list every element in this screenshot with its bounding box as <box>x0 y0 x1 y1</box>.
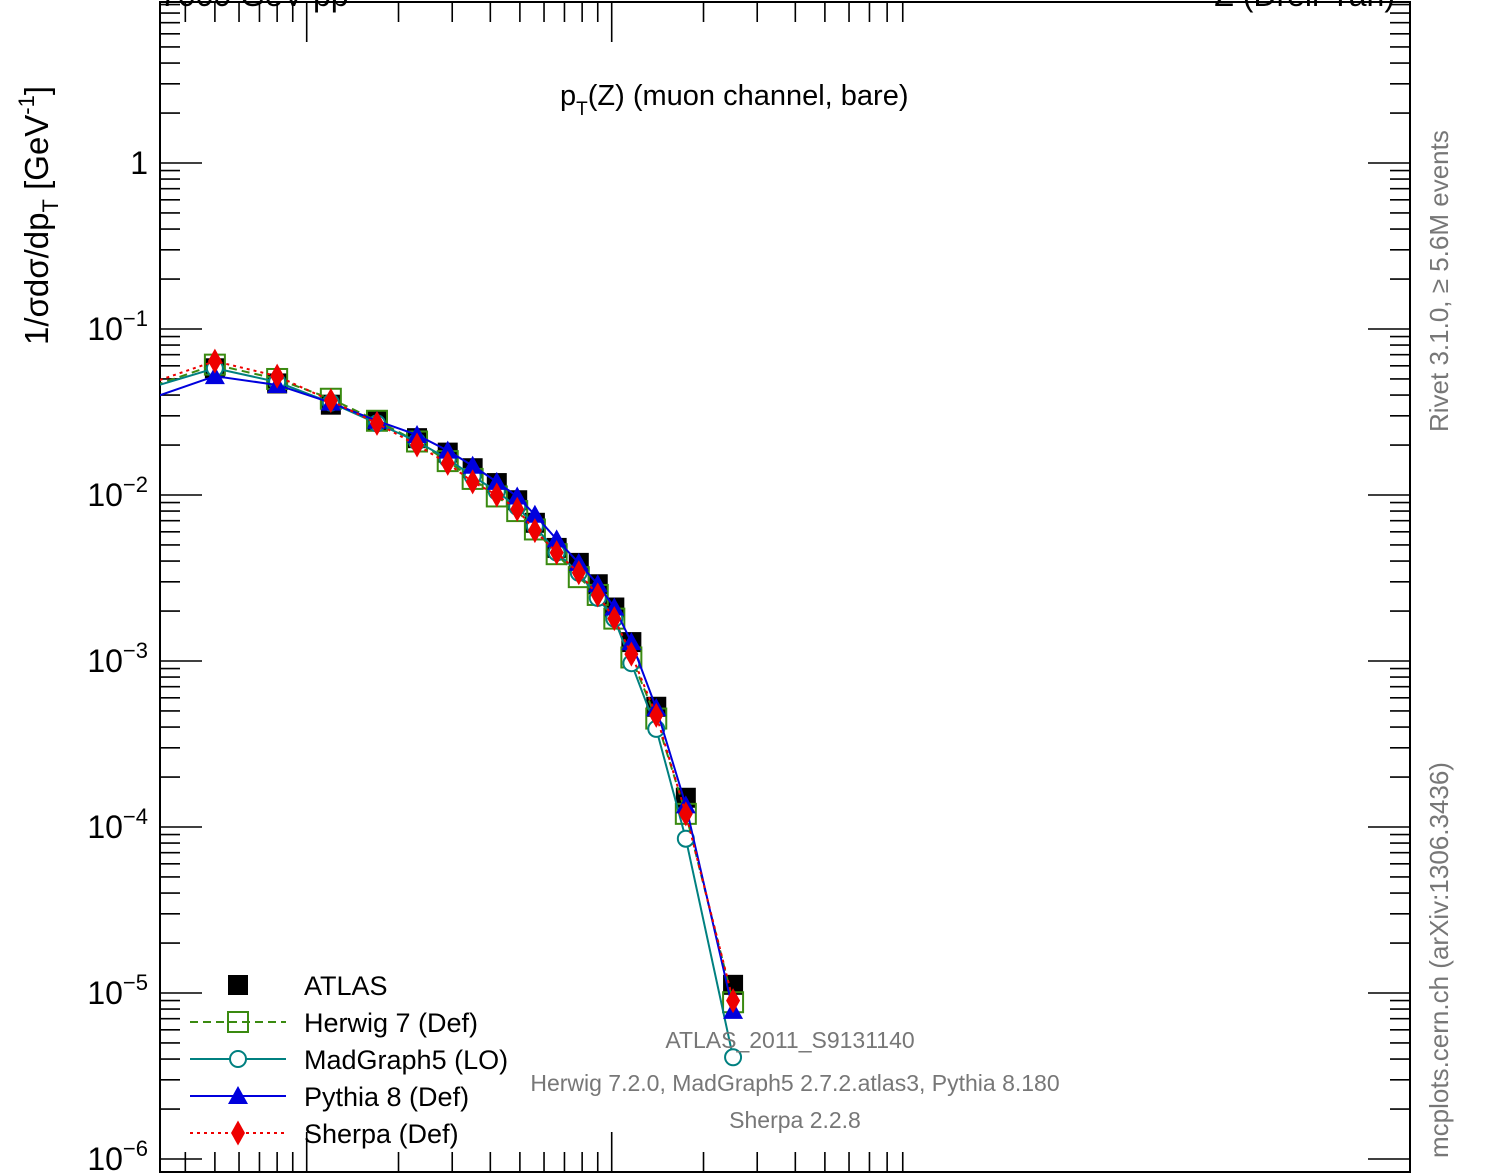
data-point <box>369 410 384 436</box>
legend-marker <box>228 1086 248 1104</box>
chart-title: pT(Z) (muon channel, bare) <box>560 80 909 120</box>
y-axis-label-close: ] <box>18 86 55 95</box>
data-point <box>510 496 525 522</box>
data-point <box>527 518 542 544</box>
data-point <box>410 432 425 458</box>
series-1 <box>84 353 745 1014</box>
legend-marker <box>231 1120 245 1146</box>
legend-item: Pythia 8 (Def) <box>190 1082 469 1112</box>
chart-title-rest: (Z) (muon channel, bare) <box>588 80 909 112</box>
y-axis-label-sup: -1 <box>14 95 39 115</box>
y-axis-label: 1/σdσ/dpT [GeV-1] <box>14 86 63 345</box>
data-point <box>724 1048 743 1067</box>
data-point <box>524 504 545 523</box>
legend-marker <box>227 1011 249 1033</box>
data-point <box>489 482 504 508</box>
y-tick-label: 10−1 <box>87 306 148 347</box>
legend-item: Herwig 7 (Def) <box>190 1008 478 1038</box>
data-point <box>462 455 483 474</box>
footer-generators-line2: Sherpa 2.2.8 <box>729 1107 861 1133</box>
data-point <box>507 486 528 505</box>
y-tick-label: 10−6 <box>87 1136 148 1175</box>
axis-ticks <box>160 2 1410 1172</box>
rivet-label: Rivet 3.1.0, ≥ 5.6M events <box>1424 130 1454 432</box>
plot-frame <box>159 1 1411 1173</box>
data-point <box>84 397 104 417</box>
legend-item: MadGraph5 (LO) <box>190 1045 508 1075</box>
data-point <box>87 390 101 415</box>
data-point <box>678 801 693 827</box>
y-axis-label-unit: [GeV <box>18 115 55 199</box>
data-point <box>323 388 338 414</box>
data-point <box>207 348 222 374</box>
data-point <box>486 471 507 490</box>
footer-generators-line1: Herwig 7.2.0, MadGraph5 2.7.2.atlas3, Py… <box>530 1070 1059 1096</box>
series-layer <box>84 348 745 1067</box>
y-tick-label: 10−2 <box>87 472 148 513</box>
legend-item: ATLAS <box>228 971 388 1001</box>
y-tick-labels: 1 10−1 10−2 10−3 10−4 10−5 10−6 <box>87 145 148 1175</box>
data-point <box>437 440 458 459</box>
data-point <box>571 560 586 586</box>
legend-item: Sherpa (Def) <box>190 1119 459 1149</box>
header-left: 7000 GeV pp <box>160 0 349 13</box>
data-point <box>549 540 564 566</box>
series-3 <box>84 366 744 1019</box>
legend-label: Herwig 7 (Def) <box>304 1008 478 1038</box>
series-line <box>160 367 735 1058</box>
chart-title-main: p <box>560 80 576 112</box>
data-point <box>546 529 567 548</box>
data-point <box>465 469 480 495</box>
y-tick-label: 10−3 <box>87 638 148 679</box>
data-point <box>86 397 102 413</box>
header-right: Z (Drell-Yan) <box>1214 0 1395 13</box>
data-point <box>607 606 622 632</box>
y-tick-label: 10−4 <box>87 804 148 845</box>
data-point <box>726 988 741 1014</box>
data-point <box>84 408 104 426</box>
data-point <box>84 397 104 417</box>
data-point <box>649 702 664 728</box>
y-axis-label-sub: T <box>38 199 63 212</box>
legend-label: Pythia 8 (Def) <box>304 1082 469 1112</box>
footer-analysis: ATLAS_2011_S9131140 <box>665 1027 914 1053</box>
legend-marker <box>229 1050 247 1068</box>
series-line <box>160 363 735 1003</box>
legend: ATLAS Herwig 7 (Def) MadGraph5 (LO) Pythia … <box>190 971 508 1149</box>
legend-label: ATLAS <box>304 971 388 1001</box>
data-point <box>270 363 285 389</box>
data-point <box>440 450 455 476</box>
legend-label: MadGraph5 (LO) <box>304 1045 508 1075</box>
series-2 <box>86 359 743 1067</box>
series-4 <box>87 348 741 1014</box>
data-point <box>621 632 642 651</box>
y-tick-label: 10−5 <box>87 970 148 1011</box>
data-point <box>204 366 225 385</box>
legend-label: Sherpa (Def) <box>304 1119 459 1149</box>
series-line <box>160 375 735 1012</box>
data-point <box>590 582 605 608</box>
chart-title-sub: T <box>576 99 588 120</box>
y-axis-label-main: 1/σdσ/dp <box>18 213 55 345</box>
y-tick-label: 1 <box>130 145 148 181</box>
data-point <box>624 641 639 667</box>
mcplots-label: mcplots.cern.ch (arXiv:1306.3436) <box>1424 762 1454 1158</box>
legend-marker <box>228 975 248 995</box>
